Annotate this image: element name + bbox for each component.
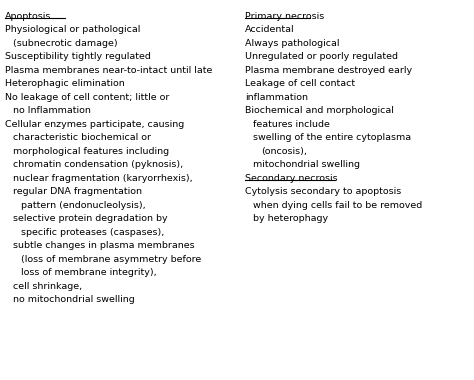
Text: (subnecrotic damage): (subnecrotic damage) <box>13 39 118 48</box>
Text: mitochondrial swelling: mitochondrial swelling <box>253 160 360 169</box>
Text: Secondary necrosis: Secondary necrosis <box>245 174 337 183</box>
Text: no Inflammation: no Inflammation <box>13 106 91 115</box>
Text: pattern (endonucleolysis),: pattern (endonucleolysis), <box>21 201 146 210</box>
Text: chromatin condensation (pyknosis),: chromatin condensation (pyknosis), <box>13 160 183 169</box>
Text: Apoptosis: Apoptosis <box>5 12 51 21</box>
Text: Primary necrosis: Primary necrosis <box>245 12 324 21</box>
Text: Unregulated or poorly regulated: Unregulated or poorly regulated <box>245 52 398 61</box>
Text: loss of membrane integrity),: loss of membrane integrity), <box>21 268 156 277</box>
Text: Biochemical and morphological: Biochemical and morphological <box>245 106 394 115</box>
Text: Accidental: Accidental <box>245 25 295 34</box>
Text: no mitochondrial swelling: no mitochondrial swelling <box>13 295 135 304</box>
Text: swelling of the entire cytoplasma: swelling of the entire cytoplasma <box>253 133 411 142</box>
Text: (loss of membrane asymmetry before: (loss of membrane asymmetry before <box>21 255 201 264</box>
Text: Always pathological: Always pathological <box>245 39 339 48</box>
Text: specific proteases (caspases),: specific proteases (caspases), <box>21 228 164 237</box>
Text: by heterophagy: by heterophagy <box>253 214 328 223</box>
Text: nuclear fragmentation (karyorrhexis),: nuclear fragmentation (karyorrhexis), <box>13 174 192 183</box>
Text: when dying cells fail to be removed: when dying cells fail to be removed <box>253 201 422 210</box>
Text: morphological features including: morphological features including <box>13 147 169 156</box>
Text: subtle changes in plasma membranes: subtle changes in plasma membranes <box>13 241 195 250</box>
Text: Plasma membrane destroyed early: Plasma membrane destroyed early <box>245 66 412 75</box>
Text: features include: features include <box>253 120 330 129</box>
Text: No leakage of cell content; little or: No leakage of cell content; little or <box>5 93 169 102</box>
Text: selective protein degradation by: selective protein degradation by <box>13 214 168 223</box>
Text: characteristic biochemical or: characteristic biochemical or <box>13 133 151 142</box>
Text: Susceptibility tightly regulated: Susceptibility tightly regulated <box>5 52 151 61</box>
Text: (oncosis),: (oncosis), <box>261 147 307 156</box>
Text: Physiological or pathological: Physiological or pathological <box>5 25 140 34</box>
Text: Cytolysis secondary to apoptosis: Cytolysis secondary to apoptosis <box>245 187 401 196</box>
Text: Cellular enzymes participate, causing: Cellular enzymes participate, causing <box>5 120 184 129</box>
Text: inflammation: inflammation <box>245 93 308 102</box>
Text: Heterophagic elimination: Heterophagic elimination <box>5 79 125 88</box>
Text: regular DNA fragmentation: regular DNA fragmentation <box>13 187 142 196</box>
Text: Leakage of cell contact: Leakage of cell contact <box>245 79 355 88</box>
Text: cell shrinkage,: cell shrinkage, <box>13 282 82 291</box>
Text: Plasma membranes near-to-intact until late: Plasma membranes near-to-intact until la… <box>5 66 212 75</box>
